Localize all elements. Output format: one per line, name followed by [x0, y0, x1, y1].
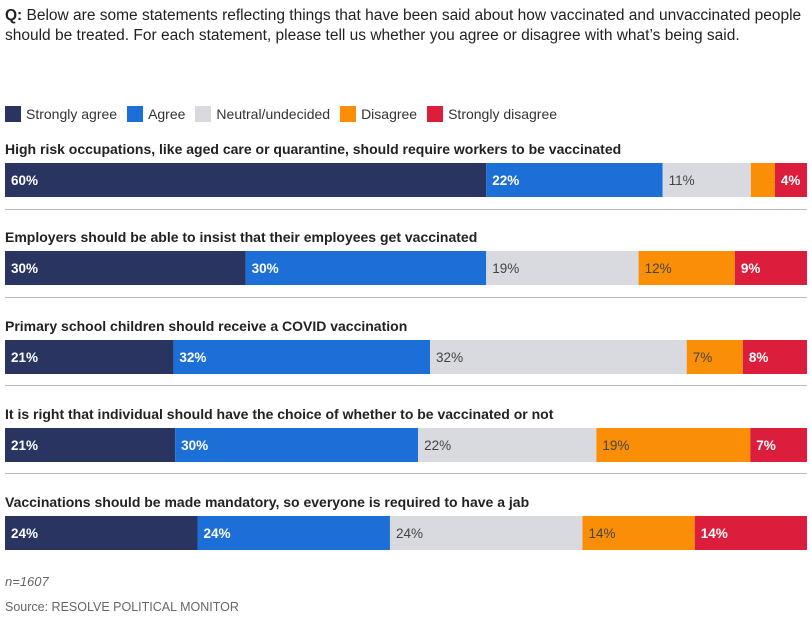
bar-value-label: 32%: [179, 350, 206, 365]
source-note: Source: RESOLVE POLITICAL MONITOR: [5, 600, 239, 614]
bar-value-label: 30%: [11, 261, 38, 276]
bar-value-label: 4%: [781, 173, 801, 188]
row-divider: [5, 209, 807, 210]
sample-size-note: n=1607: [5, 574, 49, 589]
legend-swatch: [5, 106, 21, 122]
chart-legend: Strongly agree Agree Neutral/undecided Disa…: [5, 104, 567, 124]
bar-value-label: 24%: [203, 526, 230, 541]
bar-segment: [5, 428, 176, 462]
bar-segment: [5, 340, 174, 374]
bar-value-label: 30%: [252, 261, 279, 276]
legend-label: Strongly disagree: [448, 106, 558, 122]
bar-value-label: 7%: [756, 438, 776, 453]
row-divider: [5, 385, 807, 386]
legend-label: Strongly agree: [26, 106, 118, 122]
bar-segment: [389, 516, 583, 550]
legend-item-0: Strongly agree: [5, 106, 117, 122]
statement-label-2: Primary school children should receive a…: [5, 318, 408, 334]
legend-swatch: [427, 106, 444, 122]
bar-value-label: 19%: [602, 438, 629, 453]
statement-label-0: High risk occupations, like aged care or…: [5, 141, 622, 157]
bar-segment: [5, 516, 198, 550]
bar-segment: [430, 340, 687, 374]
bar-value-label: 7%: [693, 350, 713, 365]
bar-value-label: 8%: [749, 350, 769, 365]
bar-segment: [5, 251, 246, 285]
legend-swatch: [127, 106, 144, 122]
bar-value-label: 9%: [741, 261, 761, 276]
row-divider: [5, 297, 807, 298]
legend-label: Neutral/undecided: [216, 106, 331, 122]
bar-value-label: 21%: [11, 350, 38, 365]
bar-segment: [662, 163, 751, 197]
statement-label-4: Vaccinations should be made mandatory, s…: [5, 494, 530, 510]
legend-item-1: Agree: [127, 106, 185, 122]
bar-segment: [694, 516, 807, 550]
bar-value-label: 19%: [492, 261, 519, 276]
question-body: Below are some statements reflecting thi…: [5, 7, 802, 44]
bar-segment: [686, 340, 743, 374]
bar-segment: [5, 163, 487, 197]
bar-value-label: 14%: [701, 526, 728, 541]
bar-segment: [173, 340, 431, 374]
bar-segment: [750, 163, 775, 197]
bar-value-label: 22%: [424, 438, 451, 453]
bar-segment: [175, 428, 419, 462]
bar-value-label: 21%: [11, 438, 38, 453]
legend-item-4: Strongly disagree: [427, 106, 557, 122]
question-text: Q: Below are some statements reflecting …: [5, 6, 805, 46]
legend-swatch: [340, 106, 357, 122]
bar-segment: [596, 428, 751, 462]
bar-value-label: 60%: [11, 173, 38, 188]
legend-item-2: Neutral/undecided: [195, 106, 330, 122]
bar-value-label: 32%: [436, 350, 463, 365]
row-divider: [5, 473, 807, 474]
bar-segment: [486, 251, 639, 285]
bar-segment: [734, 251, 807, 285]
question-prefix: Q:: [5, 7, 23, 24]
bar-segment: [418, 428, 597, 462]
bar-value-label: 14%: [588, 526, 615, 541]
bar-value-label: 22%: [492, 173, 519, 188]
bar-value-label: 30%: [181, 438, 208, 453]
statement-label-1: Employers should be able to insist that …: [5, 229, 478, 245]
legend-label: Disagree: [361, 106, 418, 122]
bar-value-label: 24%: [11, 526, 38, 541]
statement-label-3: It is right that individual should have …: [5, 406, 554, 422]
bar-segment: [197, 516, 390, 550]
bar-value-label: 11%: [669, 173, 695, 188]
bar-value-label: 12%: [645, 261, 672, 276]
legend-label: Agree: [148, 106, 186, 122]
bar-segment: [638, 251, 735, 285]
bar-segment: [582, 516, 695, 550]
legend-item-3: Disagree: [340, 106, 417, 122]
bar-value-label: 24%: [396, 526, 423, 541]
legend-swatch: [195, 106, 212, 122]
bar-segment: [774, 163, 807, 197]
bar-segment: [486, 163, 663, 197]
bar-segment: [245, 251, 487, 285]
bar-segment: [750, 428, 807, 462]
bar-segment: [742, 340, 807, 374]
